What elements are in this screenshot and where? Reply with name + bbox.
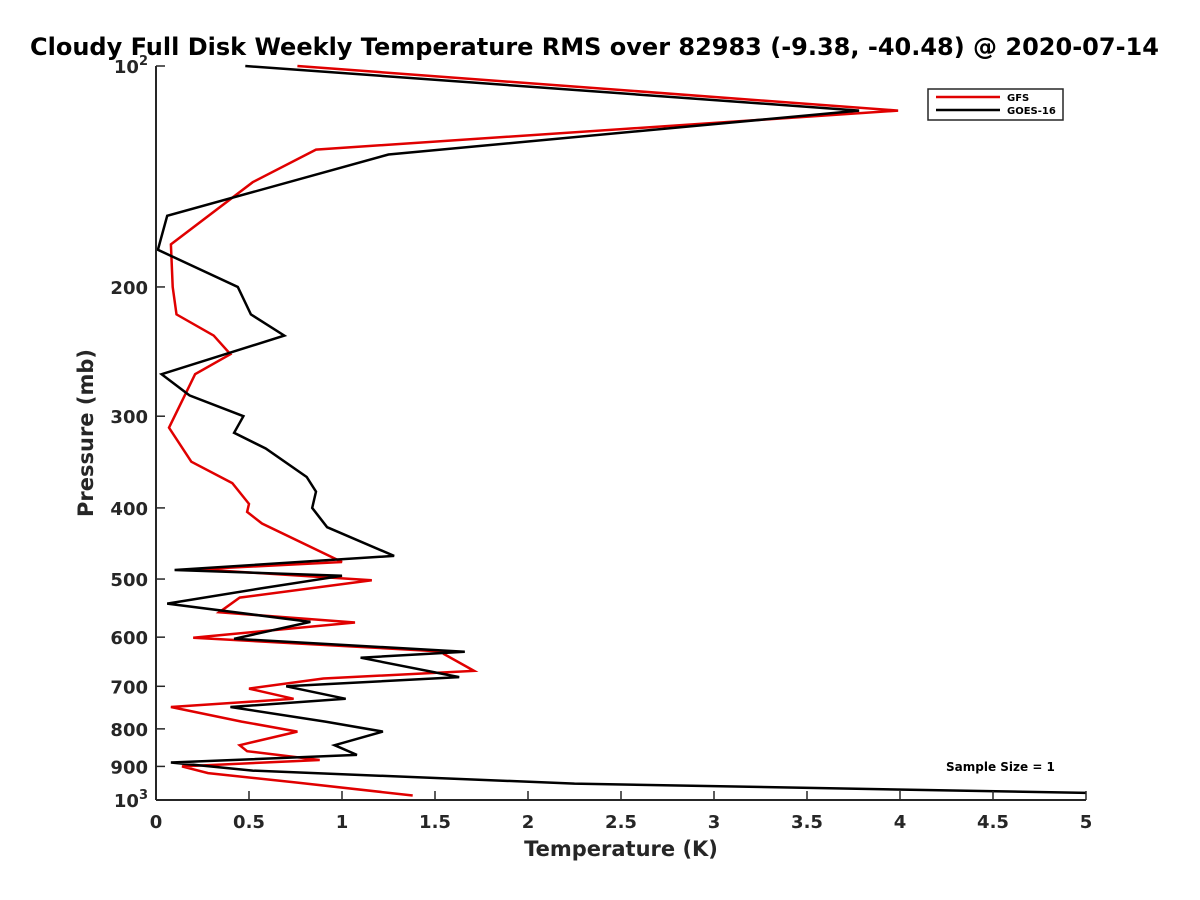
x-tick-label: 3 (708, 812, 721, 833)
y-tick-label: 400 (110, 499, 148, 520)
x-tick-label: 4.5 (977, 812, 1009, 833)
x-axis-label: Temperature (K) (524, 837, 718, 861)
chart-title: Cloudy Full Disk Weekly Temperature RMS … (30, 33, 1159, 61)
series-line-gfs (167, 64, 899, 797)
y-tick-label: 900 (110, 757, 148, 778)
legend-label-gfs: GFS (1007, 93, 1029, 104)
x-tick-label: 0 (150, 812, 163, 833)
x-tick-label: 5 (1080, 812, 1093, 833)
y-tick-label: 103 (114, 788, 148, 812)
y-tick-label: 102 (114, 54, 148, 78)
x-tick-label: 4 (894, 812, 907, 833)
x-tick-label: 3.5 (791, 812, 823, 833)
x-tick-label: 2 (522, 812, 535, 833)
series-layer (156, 64, 1087, 797)
x-tick-label: 1.5 (419, 812, 451, 833)
legend: GFS GOES-16 (927, 88, 1064, 121)
y-tick-label: 700 (110, 677, 148, 698)
y-tick-label: 200 (110, 278, 148, 299)
y-ticks: 102 200 300 400 500 600 700 800 900 103 (110, 54, 165, 812)
axes (155, 66, 1086, 801)
x-ticks: 0 0.5 1 1.5 2 2.5 3 3.5 4 4.5 5 (150, 791, 1093, 833)
x-tick-label: 1 (336, 812, 349, 833)
series-line-goes16 (156, 64, 1087, 795)
y-tick-label: 600 (110, 628, 148, 649)
x-tick-label: 0.5 (233, 812, 265, 833)
sample-size-annotation: Sample Size = 1 (946, 760, 1055, 774)
legend-box (927, 88, 1064, 121)
x-tick-label: 2.5 (605, 812, 637, 833)
legend-label-goes16: GOES-16 (1007, 106, 1056, 117)
y-axis-label: Pressure (mb) (74, 349, 98, 517)
y-tick-label: 500 (110, 570, 148, 591)
y-tick-label: 800 (110, 720, 148, 741)
y-tick-label: 300 (110, 407, 148, 428)
